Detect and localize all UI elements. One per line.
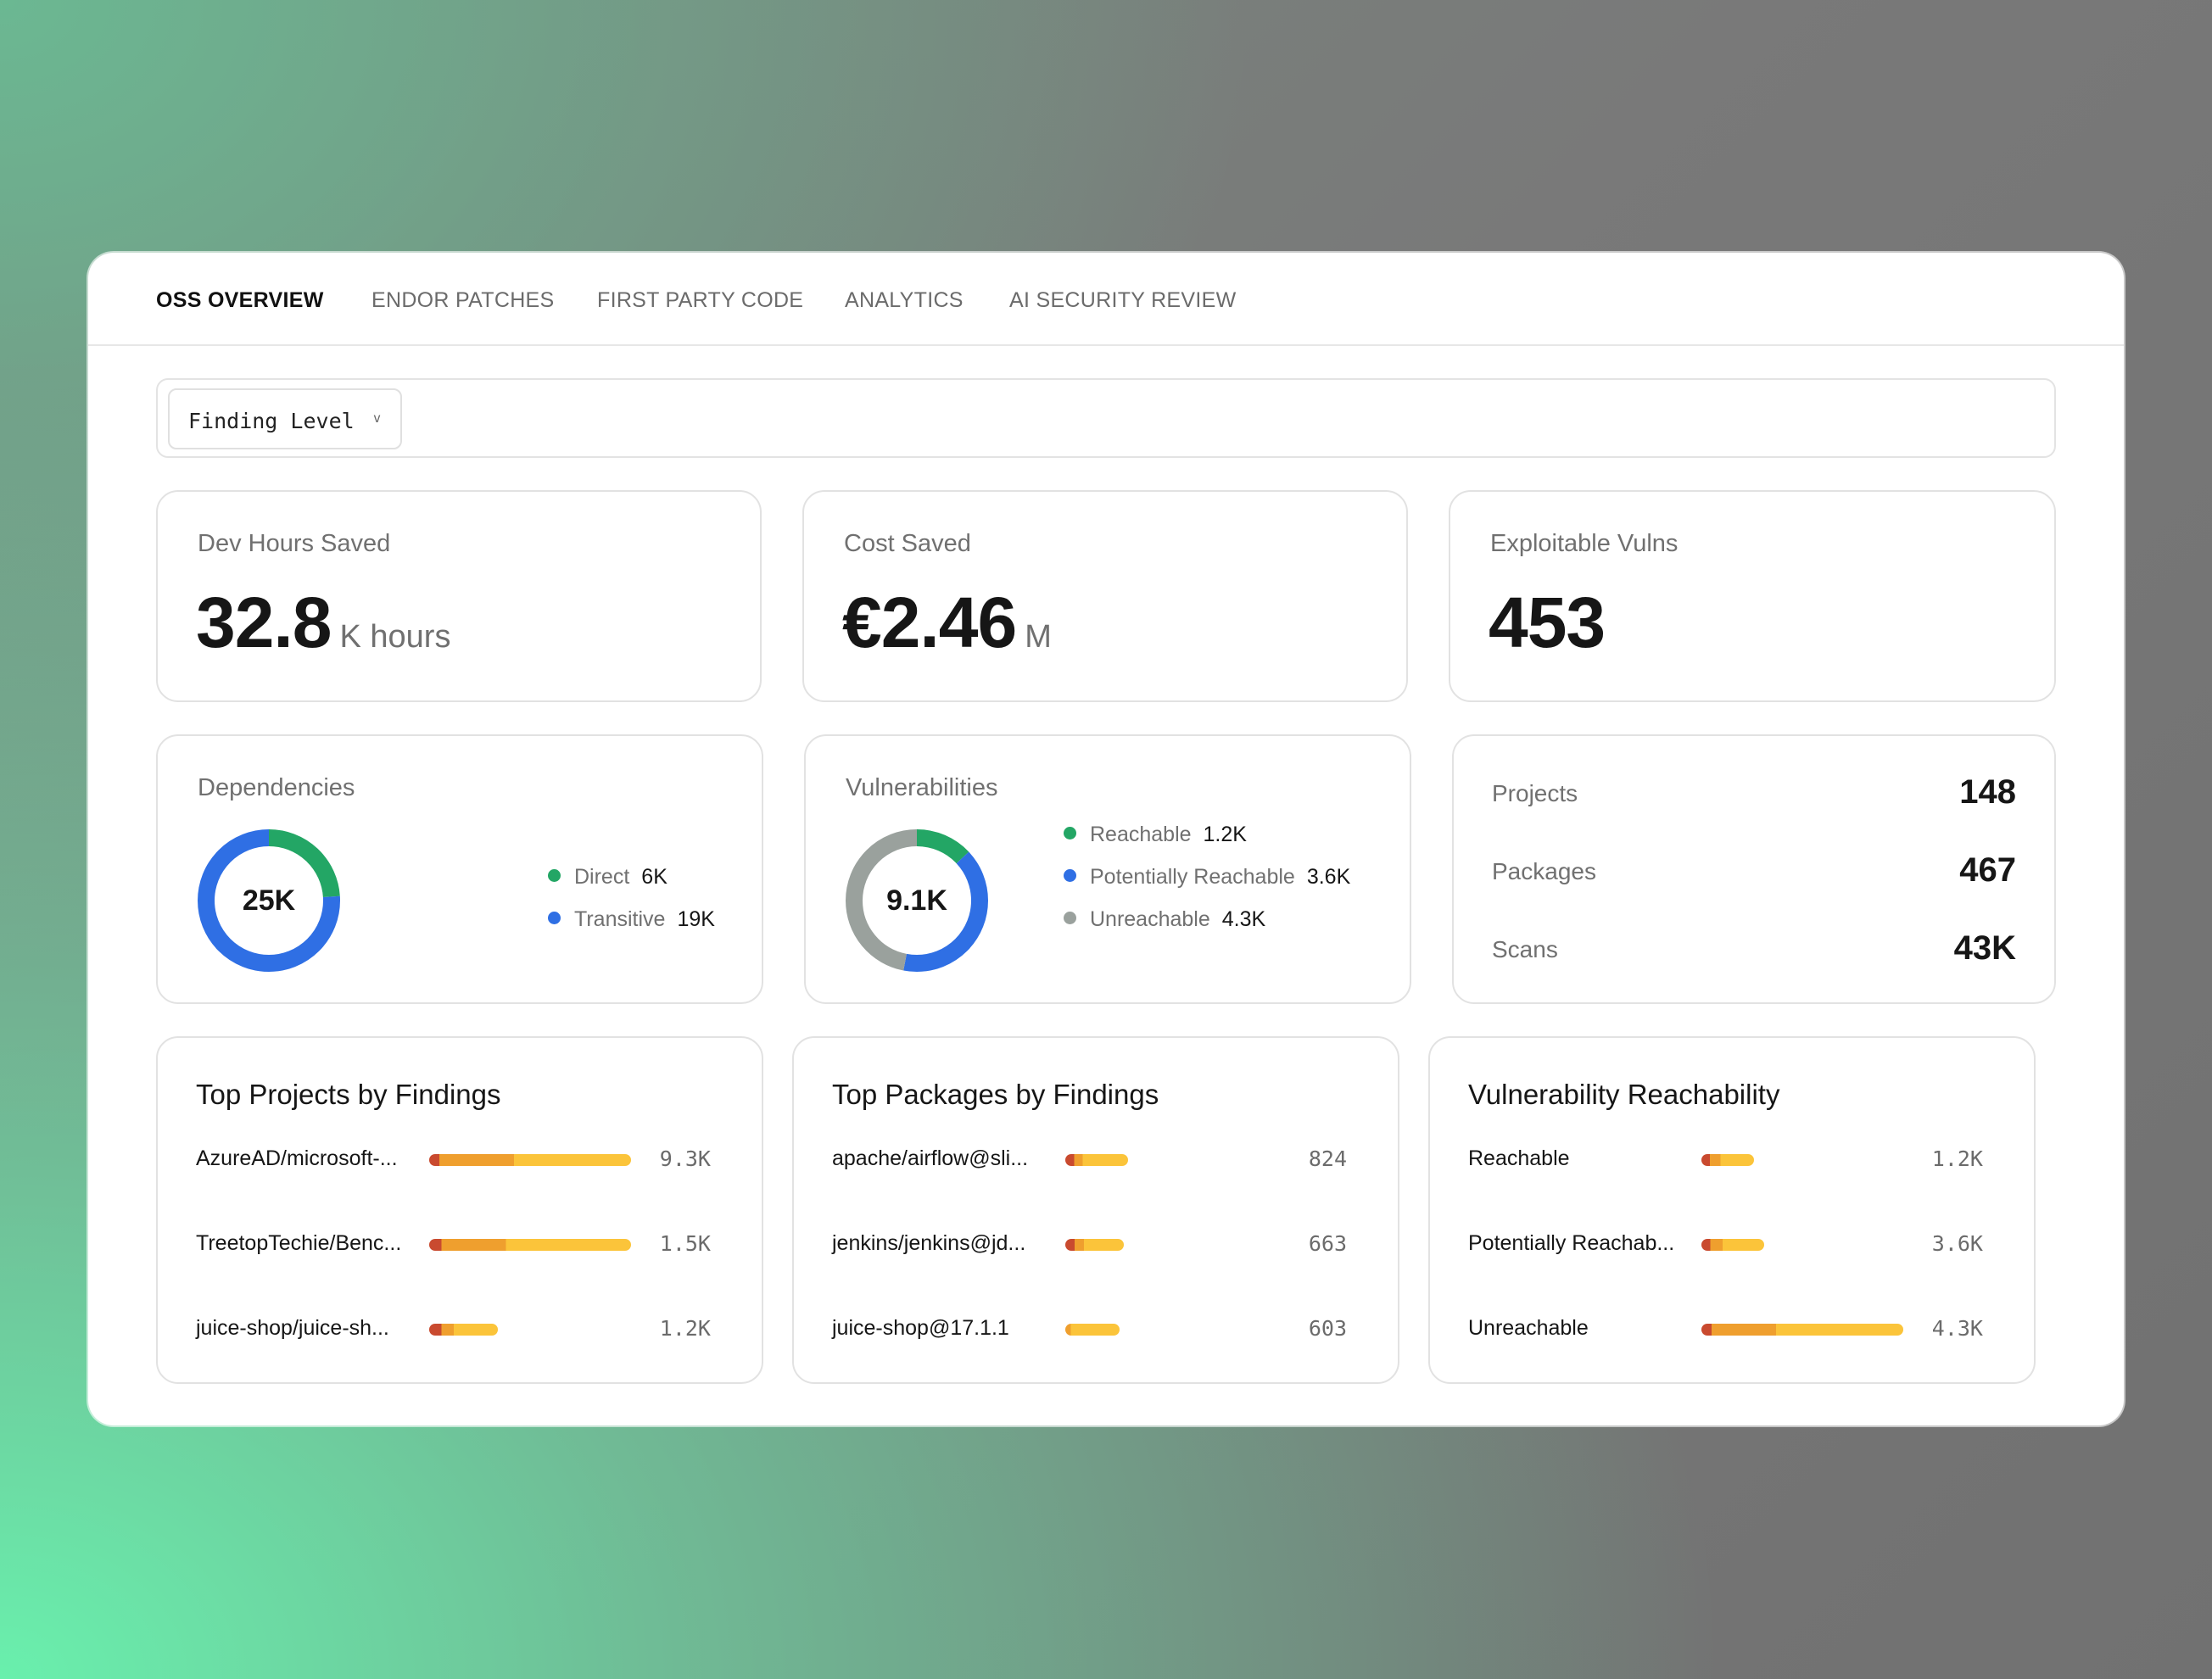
findings-bar xyxy=(1701,1239,1764,1251)
findings-bar xyxy=(1701,1154,1754,1166)
stat-packages-value: 467 xyxy=(1959,851,2016,889)
reachability-card: Vulnerability Reachability Reachable 1.2K… xyxy=(1428,1036,2036,1384)
legend-direct: Direct 6K xyxy=(548,865,668,890)
list-item-label: AzureAD/microsoft-... xyxy=(196,1146,398,1170)
green-dot-icon xyxy=(1064,827,1076,840)
donut-slice-potentially-reachable xyxy=(846,829,988,972)
legend-potentially-reachable: Potentially Reachable 3.6K xyxy=(1064,865,1350,890)
dependencies-total: 25K xyxy=(242,884,296,917)
findings-bar xyxy=(1065,1324,1120,1336)
list-item-value: 1.2K xyxy=(1931,1146,1983,1171)
list-item-value: 4.3K xyxy=(1931,1316,1983,1341)
list-item-label: jenkins/jenkins@jd... xyxy=(832,1231,1026,1255)
cost-saved-value-group: €2.46 M xyxy=(842,582,1052,664)
vulnerabilities-total: 9.1K xyxy=(886,884,947,917)
legend-potentially-reachable-label: Potentially Reachable xyxy=(1090,865,1295,889)
cost-saved-card: Cost Saved €2.46 M xyxy=(802,490,1408,702)
cost-saved-label: Cost Saved xyxy=(844,530,971,557)
list-item-value: 1.5K xyxy=(659,1231,711,1256)
cost-saved-value: €2.46 xyxy=(842,583,1017,662)
list-item-value: 3.6K xyxy=(1931,1231,1983,1256)
legend-reachable-value: 1.2K xyxy=(1203,823,1247,846)
list-item-label: juice-shop/juice-sh... xyxy=(196,1316,389,1340)
findings-bar xyxy=(1065,1239,1125,1251)
legend-transitive: Transitive 19K xyxy=(548,907,715,932)
tab-endor-patches[interactable]: ENDOR PATCHES xyxy=(371,288,555,312)
top-packages-card: Top Packages by Findings apache/airflow@… xyxy=(792,1036,1399,1384)
grey-dot-icon xyxy=(1064,912,1076,924)
stats-card: Projects 148 Packages 467 Scans 43K xyxy=(1452,734,2056,1004)
donut-slice-transitive xyxy=(198,829,340,972)
stat-scans-label: Scans xyxy=(1492,936,1558,962)
exploitable-vulns-label: Exploitable Vulns xyxy=(1490,530,1679,557)
list-item-value: 663 xyxy=(1308,1231,1347,1256)
dev-hours-value: 32.8 xyxy=(196,583,332,662)
finding-level-dropdown[interactable]: Finding Level v xyxy=(168,388,402,449)
findings-bar xyxy=(429,1324,498,1336)
tab-analytics[interactable]: ANALYTICS xyxy=(845,288,964,312)
dependencies-title: Dependencies xyxy=(198,774,355,801)
green-dot-icon xyxy=(548,869,561,882)
dev-hours-label: Dev Hours Saved xyxy=(198,530,391,557)
legend-transitive-label: Transitive xyxy=(574,907,666,931)
list-item-label: Reachable xyxy=(1468,1146,1570,1170)
dependencies-card: Dependencies 25K Direct 6K Transitive 19K xyxy=(156,734,763,1004)
exploitable-vulns-value: 453 xyxy=(1489,583,1606,662)
findings-bar xyxy=(429,1154,631,1166)
findings-bar xyxy=(1701,1324,1903,1336)
blue-dot-icon xyxy=(1064,869,1076,882)
legend-transitive-value: 19K xyxy=(677,907,715,931)
stat-projects-label: Projects xyxy=(1492,780,1578,806)
filter-bar: Finding Level v xyxy=(156,378,2056,458)
tab-first-party-code[interactable]: FIRST PARTY CODE xyxy=(597,288,804,312)
top-packages-title: Top Packages by Findings xyxy=(832,1079,1159,1110)
legend-direct-value: 6K xyxy=(641,865,668,889)
chevron-down-icon: v xyxy=(373,410,382,426)
legend-reachable: Reachable 1.2K xyxy=(1064,823,1247,847)
vulnerabilities-donut xyxy=(846,829,988,972)
tab-oss-overview[interactable]: OSS OVERVIEW xyxy=(156,288,324,312)
legend-unreachable-value: 4.3K xyxy=(1221,907,1266,931)
cost-saved-unit: M xyxy=(1025,619,1052,655)
tab-ai-security-review[interactable]: AI SECURITY REVIEW xyxy=(1009,288,1237,312)
list-item-label: juice-shop@17.1.1 xyxy=(832,1316,1009,1340)
dev-hours-unit: K hours xyxy=(339,619,451,655)
list-item-value: 9.3K xyxy=(659,1146,711,1171)
list-item-value: 824 xyxy=(1308,1146,1347,1171)
dependencies-donut xyxy=(198,829,340,972)
stat-projects-value: 148 xyxy=(1959,773,2016,811)
exploitable-vulns-card: Exploitable Vulns 453 xyxy=(1449,490,2056,702)
legend-unreachable-label: Unreachable xyxy=(1090,907,1210,931)
reachability-title: Vulnerability Reachability xyxy=(1468,1079,1780,1110)
dashboard-panel: OSS OVERVIEW ENDOR PATCHES FIRST PARTY C… xyxy=(88,253,2124,1425)
donut-slice-unreachable xyxy=(846,829,988,972)
legend-direct-label: Direct xyxy=(574,865,630,889)
vulnerabilities-title: Vulnerabilities xyxy=(846,774,998,801)
list-item-label: Unreachable xyxy=(1468,1316,1589,1340)
list-item-label: TreetopTechie/Benc... xyxy=(196,1231,402,1255)
list-item-label: Potentially Reachab... xyxy=(1468,1231,1675,1255)
list-item-value: 603 xyxy=(1308,1316,1347,1341)
vulnerabilities-card: Vulnerabilities 9.1K Reachable 1.2K Poten… xyxy=(804,734,1411,1004)
stat-packages-label: Packages xyxy=(1492,858,1596,884)
blue-dot-icon xyxy=(548,912,561,924)
stat-scans-value: 43K xyxy=(1953,929,2016,967)
dev-hours-card: Dev Hours Saved 32.8 K hours xyxy=(156,490,762,702)
finding-level-label: Finding Level xyxy=(188,409,355,433)
legend-potentially-reachable-value: 3.6K xyxy=(1306,865,1351,889)
top-projects-title: Top Projects by Findings xyxy=(196,1079,501,1110)
list-item-value: 1.2K xyxy=(659,1316,711,1341)
list-item-label: apache/airflow@sli... xyxy=(832,1146,1029,1170)
dev-hours-value-group: 32.8 K hours xyxy=(196,582,450,664)
legend-unreachable: Unreachable 4.3K xyxy=(1064,907,1265,932)
findings-bar xyxy=(1065,1154,1128,1166)
tab-bar: OSS OVERVIEW ENDOR PATCHES FIRST PARTY C… xyxy=(88,253,2124,346)
findings-bar xyxy=(429,1239,631,1251)
top-projects-card: Top Projects by Findings AzureAD/microso… xyxy=(156,1036,763,1384)
legend-reachable-label: Reachable xyxy=(1090,823,1192,846)
